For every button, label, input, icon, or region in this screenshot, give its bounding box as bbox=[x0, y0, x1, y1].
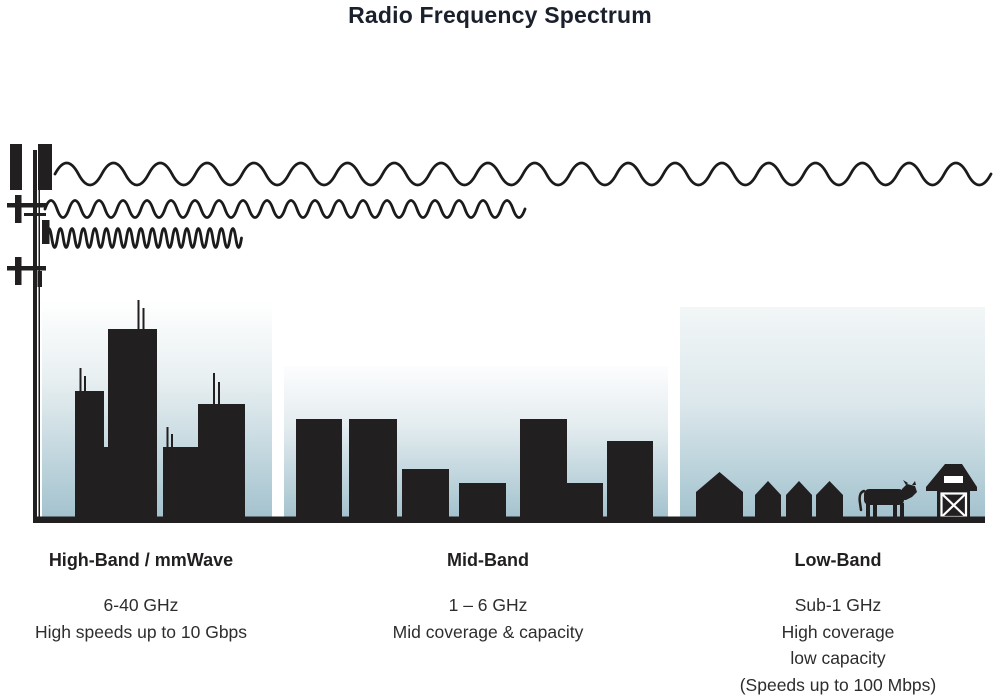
band-detail: High coverage bbox=[781, 621, 895, 642]
radio-waves bbox=[43, 161, 993, 249]
band-name: Low-Band bbox=[794, 550, 882, 570]
midband-skyline bbox=[296, 419, 653, 518]
band-detail: High speeds up to 10 Gbps bbox=[34, 621, 248, 642]
band-frequency: 1 – 6 GHz bbox=[448, 595, 528, 615]
band-frequency: 6-40 GHz bbox=[103, 595, 179, 615]
ground-line bbox=[33, 516, 985, 523]
lowband-village bbox=[696, 464, 977, 519]
cell-tower-icon bbox=[7, 144, 52, 518]
band-detail: low capacity bbox=[790, 648, 886, 668]
band-frequency: Sub-1 GHz bbox=[794, 595, 882, 615]
band-detail: Mid coverage & capacity bbox=[392, 621, 584, 642]
high-frequency-wave bbox=[44, 227, 243, 249]
band-name: Mid-Band bbox=[447, 550, 529, 570]
page-title: Radio Frequency Spectrum bbox=[348, 2, 652, 28]
house-icon bbox=[816, 481, 843, 518]
house-icon bbox=[696, 472, 743, 518]
mid-frequency-wave bbox=[43, 199, 527, 219]
low-frequency-wave bbox=[53, 161, 993, 187]
cow-icon bbox=[858, 480, 917, 518]
lowband-label: Low-Band Sub-1 GHz High coverage low cap… bbox=[697, 550, 979, 698]
highband-label: High-Band / mmWave 6-40 GHz High speeds … bbox=[0, 550, 282, 645]
spectrum-diagram bbox=[7, 144, 993, 523]
house-icon bbox=[755, 481, 781, 518]
band-detail: (Speeds up to 100 Mbps) bbox=[739, 674, 937, 695]
highband-skyline bbox=[75, 300, 245, 518]
midband-label: Mid-Band 1 – 6 GHz Mid coverage & capaci… bbox=[347, 550, 629, 645]
house-icon bbox=[786, 481, 812, 518]
band-name: High-Band / mmWave bbox=[48, 550, 234, 570]
barn-icon bbox=[926, 464, 977, 519]
